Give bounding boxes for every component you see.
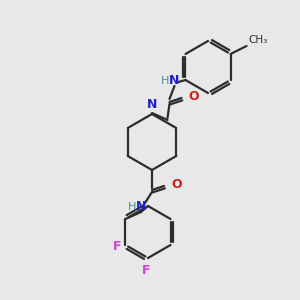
Text: N: N bbox=[147, 98, 157, 111]
Text: O: O bbox=[171, 178, 181, 191]
Text: H: H bbox=[128, 202, 136, 212]
Text: CH₃: CH₃ bbox=[248, 35, 268, 45]
Text: F: F bbox=[142, 264, 150, 277]
Text: F: F bbox=[113, 241, 122, 254]
Text: H: H bbox=[161, 76, 170, 86]
Text: O: O bbox=[188, 91, 199, 103]
Text: N: N bbox=[169, 74, 180, 88]
Text: N: N bbox=[136, 200, 146, 214]
